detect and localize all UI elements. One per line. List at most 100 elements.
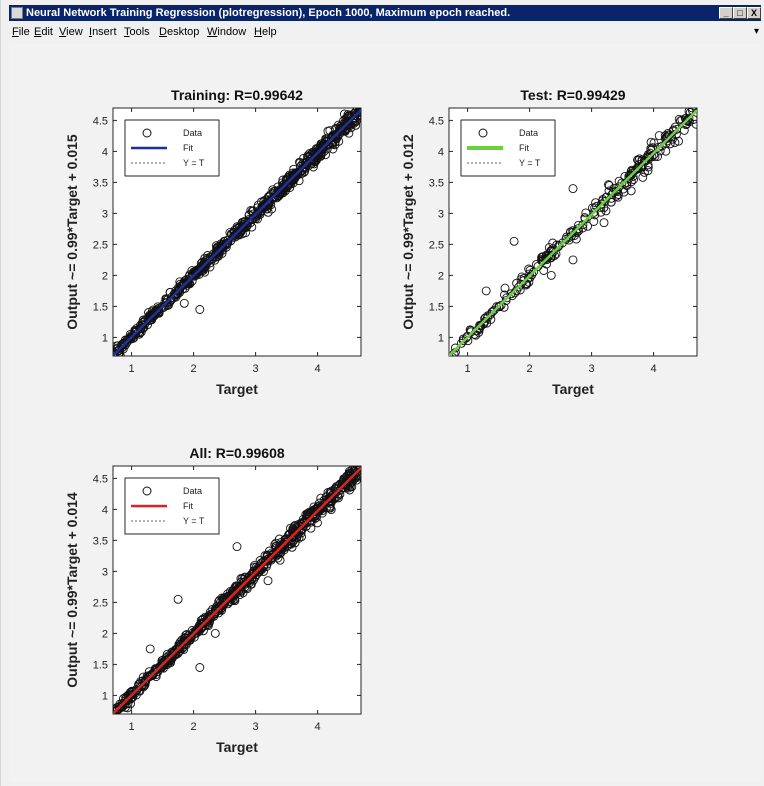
data-point: [546, 270, 556, 280]
regression-plots: 1 2 3 4 1 1.5 2 2.5 3 3.5 4 4.5 Training: R=0.99642 T…: [64, 87, 698, 755]
data-point: [128, 331, 138, 341]
y-tick-label: 1.5: [93, 659, 108, 671]
y-axis-label: Output ~= 0.99*Target + 0.012: [400, 134, 416, 330]
y-tick-label: 4.5: [93, 473, 108, 485]
y-tick-label: 4: [102, 504, 108, 516]
x-tick-label: 4: [315, 721, 321, 733]
data-point: [331, 131, 341, 141]
y-tick-label: 2: [438, 270, 444, 282]
data-point: [661, 146, 671, 156]
data-point: [356, 454, 364, 462]
legend-data-marker: [478, 128, 488, 138]
data-point: [262, 204, 272, 214]
y-tick-label: 3.5: [93, 535, 108, 547]
data-point: [449, 353, 458, 356]
data-point: [660, 131, 670, 141]
regression-chart-1: 1 2 3 4 1 1.5 2 2.5 3 3.5 4 4.5 Training: R=0.99642 T…: [64, 87, 362, 397]
data-point: [232, 542, 242, 552]
regression-chart-2: 1 2 3 4 1 1.5 2 2.5 3 3.5 4 4.5 Test: R=0.99429 Targe…: [400, 87, 698, 397]
data-point: [358, 466, 361, 467]
x-axis-label: Target: [216, 739, 258, 755]
data-point: [524, 264, 534, 274]
data-point: [606, 197, 616, 207]
legend-identity-label: Y = T: [183, 516, 205, 526]
x-tick-label: 2: [191, 363, 197, 375]
data-point: [273, 188, 283, 198]
data-point: [152, 667, 162, 677]
data-point: [596, 207, 606, 217]
data-point: [568, 255, 578, 265]
maximize-button[interactable]: □: [733, 7, 747, 19]
data-point: [596, 202, 606, 212]
legend-identity-label: Y = T: [183, 158, 205, 168]
matlab-figure-icon: [11, 7, 23, 19]
legend-data-label: Data: [183, 128, 202, 138]
data-point: [571, 226, 581, 236]
data-point: [525, 272, 535, 282]
data-point: [299, 162, 309, 172]
y-tick-label: 3: [102, 566, 108, 578]
data-layer: [113, 108, 361, 356]
menu-insert[interactable]: Insert: [89, 26, 117, 38]
data-point: [194, 264, 204, 274]
data-point: [289, 536, 298, 546]
title-bar[interactable]: Neural Network Training Regression (plot…: [9, 5, 761, 21]
menu-view[interactable]: View: [59, 26, 83, 38]
menu-window[interactable]: Window: [207, 26, 247, 38]
x-tick-label: 2: [527, 363, 533, 375]
data-point: [260, 556, 270, 566]
data-point: [604, 180, 613, 190]
data-point: [259, 200, 269, 209]
data-point: [258, 561, 268, 571]
data-point: [568, 184, 578, 194]
data-point: [643, 162, 653, 172]
menu-edit[interactable]: Edit: [34, 26, 53, 38]
menu-file[interactable]: File: [12, 26, 30, 38]
data-point: [599, 218, 609, 228]
x-tick-label: 1: [465, 363, 471, 375]
data-point: [203, 251, 213, 260]
data-point: [232, 228, 242, 238]
data-point: [573, 224, 583, 234]
data-point: [211, 241, 221, 251]
data-point: [193, 266, 203, 276]
data-point: [328, 490, 338, 500]
legend-data-marker: [142, 128, 152, 138]
data-point: [682, 116, 692, 126]
menu-tools[interactable]: Tools: [124, 26, 150, 38]
data-point: [290, 522, 299, 532]
data-point: [626, 186, 636, 196]
menu-help[interactable]: Help: [254, 26, 277, 38]
x-tick-label: 4: [651, 363, 657, 375]
data-point: [300, 159, 310, 169]
legend: Data Fit Y = T: [460, 119, 556, 177]
menu-desktop[interactable]: Desktop: [159, 26, 200, 38]
legend-data-marker: [142, 486, 152, 496]
data-point: [113, 704, 121, 714]
data-point: [450, 343, 460, 353]
data-point: [173, 594, 183, 604]
data-point: [190, 271, 200, 281]
close-button[interactable]: X: [747, 7, 761, 19]
data-point: [344, 110, 354, 120]
data-point: [648, 143, 658, 153]
minimize-button[interactable]: _: [719, 7, 733, 19]
y-tick-label: 4.5: [93, 115, 108, 127]
data-point: [325, 126, 335, 136]
data-point: [624, 171, 634, 181]
data-point: [619, 187, 629, 197]
data-point: [620, 178, 630, 188]
data-point: [154, 303, 164, 313]
data-point: [629, 175, 638, 184]
fit-line: [113, 467, 361, 714]
data-point: [653, 152, 663, 161]
data-point: [345, 482, 355, 492]
x-tick-label: 1: [129, 363, 135, 375]
data-point: [509, 236, 519, 246]
data-point: [231, 229, 241, 239]
data-point: [625, 170, 635, 180]
x-axis-label: Target: [552, 381, 594, 397]
data-point: [323, 498, 333, 507]
y-tick-label: 2.5: [93, 239, 108, 251]
menu-overflow-icon[interactable]: ▾: [753, 26, 759, 37]
